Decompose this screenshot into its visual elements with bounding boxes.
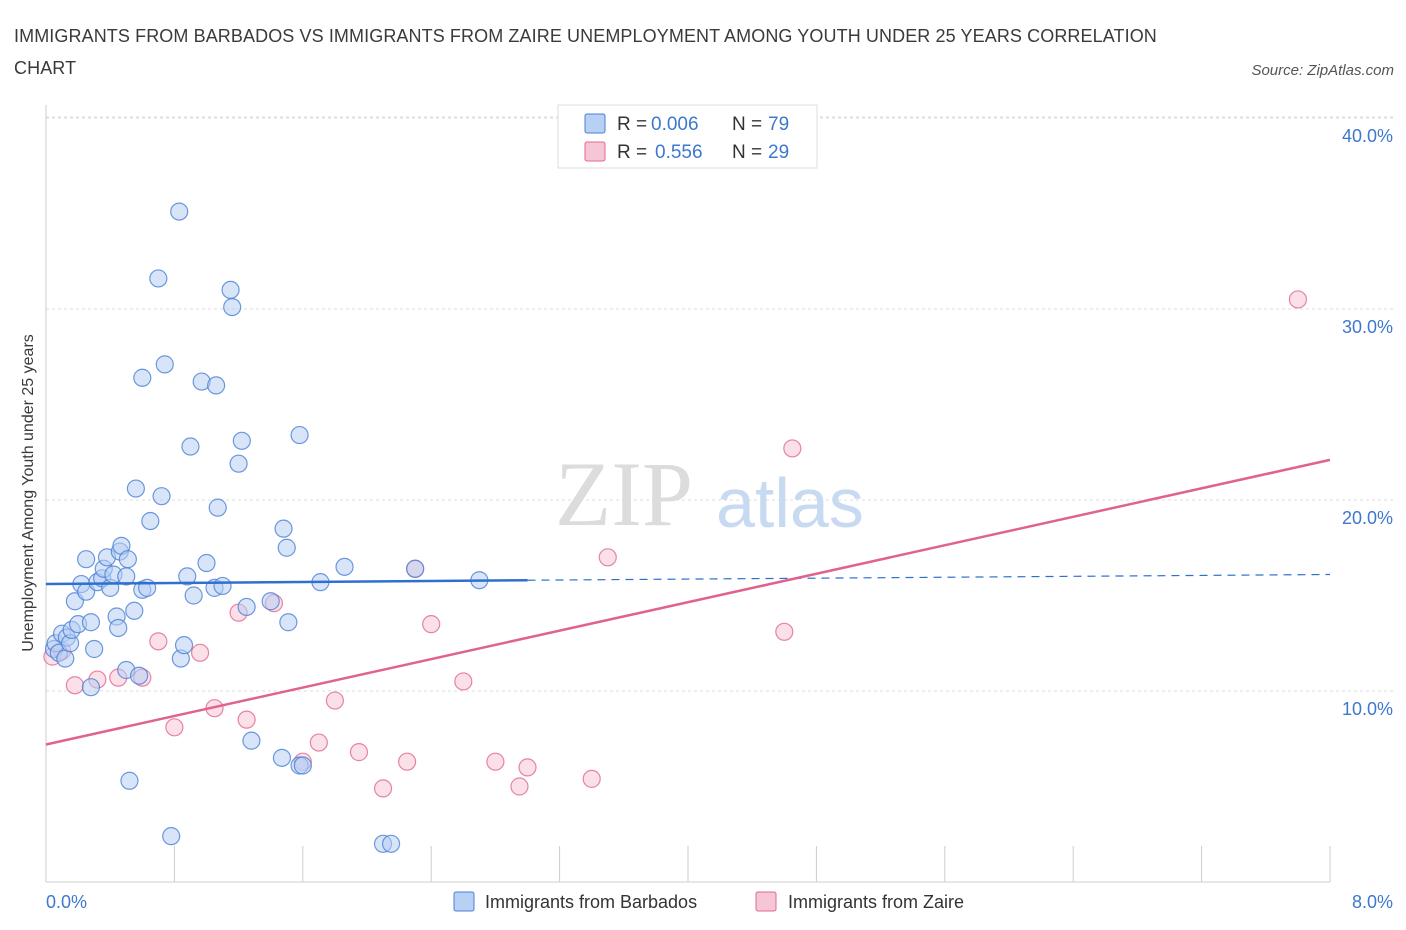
stats-n-value-zaire: 29 (768, 142, 789, 163)
stats-n-label-barbados: N = (732, 114, 762, 135)
legend-label-zaire: Immigrants from Zaire (788, 892, 964, 912)
zaire-point-23 (510, 777, 529, 796)
zaire-point-15 (325, 691, 344, 710)
barbados-point-51 (208, 498, 227, 517)
y-tick-label-40: 40.0% (1342, 126, 1393, 146)
legend-swatch-zaire (755, 891, 777, 912)
barbados-point-53 (221, 280, 240, 299)
barbados-point-57 (237, 597, 256, 617)
zaire-point-20 (422, 615, 441, 634)
barbados-point-29 (120, 771, 139, 790)
x-tick-label-max: 8.0% (1352, 892, 1393, 912)
barbados-point-23 (109, 618, 128, 638)
barbados-point-52 (213, 576, 232, 596)
trend-lines (45, 458, 1331, 746)
barbados-point-62 (277, 538, 296, 557)
barbados-point-28 (118, 550, 137, 569)
stats-swatch-zaire (584, 141, 606, 162)
y-tick-labels: 10.0% 20.0% 30.0% 40.0% (1342, 126, 1393, 719)
stats-r-value-barbados: 0.006 (651, 114, 699, 135)
barbados-point-71 (406, 559, 425, 578)
zaire-point-22 (486, 752, 505, 771)
barbados-point-12 (77, 550, 96, 569)
y-axis-label: Unemployment Among Youth under 25 years (20, 334, 37, 652)
barbados-point-35 (138, 578, 157, 597)
barbados-point-66 (290, 425, 309, 445)
stats-n-value-barbados: 79 (768, 114, 789, 135)
series-barbados-points (44, 202, 489, 853)
barbados-point-31 (126, 479, 145, 498)
bottom-legend: Immigrants from Barbados Immigrants from… (453, 891, 964, 912)
y-tick-label-30: 30.0% (1342, 317, 1393, 337)
zaire-point-7 (165, 718, 184, 737)
zaire-point-17 (373, 779, 393, 798)
zaire-point-28 (783, 439, 802, 458)
chart-source: Source: ZipAtlas.com (1251, 62, 1394, 79)
barbados-point-65 (293, 756, 312, 775)
stats-swatch-barbados (584, 113, 606, 134)
barbados-point-50 (207, 376, 226, 395)
barbados-trend-line (45, 578, 528, 586)
barbados-point-32 (129, 666, 149, 685)
stats-legend: R = 0.006 N = 79 R = 0.556 N = 29 (557, 104, 818, 169)
zaire-point-18 (398, 752, 417, 771)
zaire-point-26 (598, 548, 617, 567)
watermark-zip: ZIP (555, 443, 693, 545)
zaire-point-24 (518, 758, 537, 777)
barbados-point-36 (141, 511, 160, 531)
legend-label-barbados: Immigrants from Barbados (485, 892, 697, 912)
zaire-trend-line (45, 458, 1331, 746)
zaire-point-11 (237, 710, 256, 729)
barbados-point-43 (174, 636, 194, 655)
watermark: ZIP atlas (555, 443, 864, 545)
barbados-point-58 (242, 731, 261, 750)
barbados-point-39 (155, 355, 174, 374)
y-tick-label-10: 10.0% (1342, 699, 1393, 719)
zaire-point-27 (775, 622, 794, 641)
zaire-point-16 (349, 743, 369, 762)
barbados-point-41 (170, 202, 189, 221)
barbados-point-55 (229, 454, 248, 473)
barbados-point-15 (85, 639, 104, 659)
barbados-point-46 (184, 586, 203, 605)
stats-n-label-zaire: N = (732, 142, 762, 163)
zaire-point-25 (582, 769, 601, 788)
zaire-point-21 (454, 672, 473, 691)
zaire-point-8 (190, 643, 210, 662)
chart-title: IMMIGRANTS FROM BARBADOS VS IMMIGRANTS F… (14, 26, 1157, 78)
barbados-point-13 (81, 613, 101, 632)
stats-r-label-barbados: R = (617, 114, 647, 135)
barbados-point-68 (335, 557, 354, 576)
axes (45, 105, 1331, 883)
zaire-point-14 (309, 733, 328, 752)
barbados-point-56 (232, 431, 251, 450)
zaire-point-2 (65, 676, 84, 695)
barbados-point-4 (56, 649, 75, 668)
stats-r-label-zaire: R = (617, 142, 647, 163)
zaire-point-29 (1288, 290, 1308, 309)
watermark-atlas: atlas (716, 464, 864, 542)
stats-r-value-zaire: 0.556 (655, 142, 703, 163)
barbados-point-30 (125, 601, 144, 620)
zaire-point-6 (149, 632, 168, 651)
barbados-trend-extension (527, 573, 1331, 581)
barbados-point-45 (181, 437, 200, 456)
barbados-point-38 (152, 487, 171, 506)
barbados-point-59 (261, 592, 280, 611)
barbados-point-54 (223, 297, 242, 317)
barbados-point-61 (274, 519, 293, 538)
barbados-point-70 (381, 834, 401, 853)
barbados-point-44 (178, 567, 197, 586)
barbados-point-14 (81, 678, 101, 697)
legend-swatch-barbados (453, 891, 475, 912)
barbados-point-40 (162, 827, 181, 846)
barbados-point-48 (197, 553, 216, 573)
y-tick-label-20: 20.0% (1342, 508, 1393, 528)
barbados-point-63 (279, 613, 298, 632)
barbados-point-34 (133, 368, 152, 387)
x-tick-label-min: 0.0% (46, 892, 87, 912)
barbados-point-60 (272, 748, 292, 767)
barbados-point-37 (149, 269, 168, 288)
